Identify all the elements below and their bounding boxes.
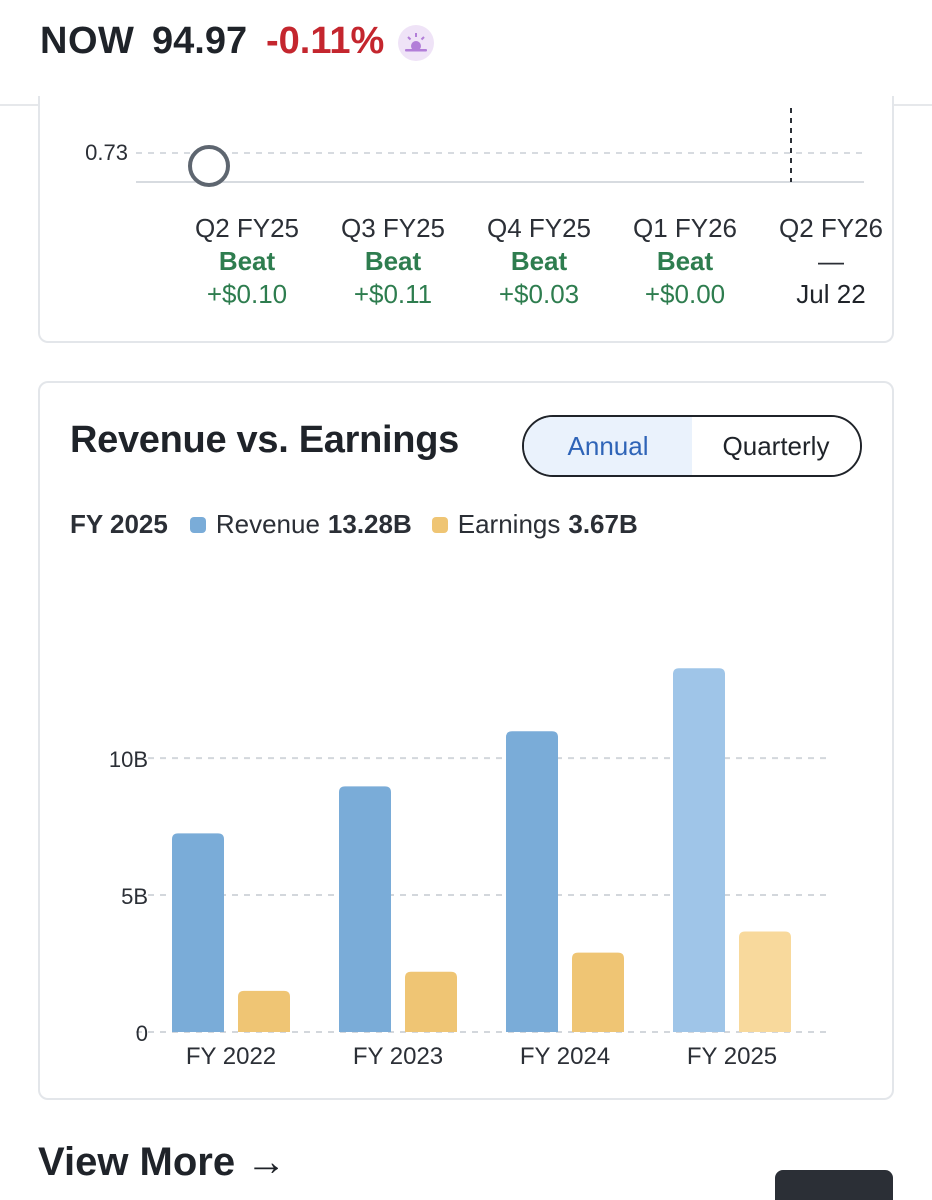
quarter-item: Q1 FY26 Beat +$0.00 <box>612 212 758 310</box>
x-tick-label: FY 2024 <box>520 1043 610 1070</box>
quarter-surprise: +$0.10 <box>206 279 288 309</box>
quarter-label: Q1 FY26 <box>632 213 738 243</box>
price-change: -0.11% <box>266 20 385 62</box>
revenue-swatch <box>189 516 206 533</box>
quarter-surprise: +$0.03 <box>498 279 580 309</box>
quarter-result: Beat <box>656 246 714 276</box>
quarter-result: Beat <box>364 246 422 276</box>
earnings-swatch <box>431 516 448 533</box>
revenue-bar[interactable] <box>673 668 725 1032</box>
quarter-label: Q2 FY26 <box>778 213 884 243</box>
earnings-surprise-card: 0.73 Q2 FY25 Beat +$0.10 Q3 FY25 Beat +$… <box>38 96 894 343</box>
quarter-result: Beat <box>218 246 276 276</box>
ticker-symbol: NOW <box>40 20 135 62</box>
quarter-item: Q2 FY26 — Jul 22 <box>758 212 904 310</box>
earnings-bar[interactable] <box>405 971 457 1032</box>
floating-button[interactable] <box>775 1170 893 1200</box>
quarter-result: — <box>818 246 844 276</box>
earnings-bar[interactable] <box>739 931 791 1032</box>
chart-legend: FY 2025 Revenue 13.28B Earnings 3.67B <box>70 509 658 540</box>
earnings-bar[interactable] <box>238 990 290 1032</box>
legend-earnings-label: Earnings <box>457 509 561 539</box>
legend-revenue-label: Revenue <box>215 509 320 539</box>
eps-chart: 0.73 <box>85 108 864 187</box>
earnings-bar[interactable] <box>572 952 624 1032</box>
quarter-label: Q2 FY25 <box>194 213 300 243</box>
x-tick-label: FY 2022 <box>186 1043 276 1070</box>
quarter-item: Q2 FY25 Beat +$0.10 <box>174 212 320 310</box>
quarter-report-date: Jul 22 <box>796 279 866 309</box>
legend-earnings-value: 3.67B <box>568 509 638 539</box>
y-tick-label: 0 <box>136 1021 148 1046</box>
quarter-surprise: +$0.11 <box>353 279 433 309</box>
y-tick-label: 5B <box>121 884 148 909</box>
quarterly-tab[interactable]: Quarterly <box>692 417 860 475</box>
annual-tab[interactable]: Annual <box>524 417 692 475</box>
quarter-surprise: +$0.00 <box>644 279 726 309</box>
legend-revenue-value: 13.28B <box>327 509 412 539</box>
quarter-label: Q4 FY25 <box>486 213 592 243</box>
section-title: Revenue vs. Earnings <box>70 419 459 461</box>
quarter-list: Q2 FY25 Beat +$0.10 Q3 FY25 Beat +$0.11 … <box>174 212 904 310</box>
revenue-earnings-chart: 0 5B 10B FY 2022 FY 2023 FY 2024 FY 2025 <box>109 668 826 1070</box>
revenue-bar[interactable] <box>506 731 558 1032</box>
revenue-earnings-card: Revenue vs. Earnings Annual Quarterly FY… <box>38 381 894 1100</box>
eps-y-label: 0.73 <box>85 140 128 165</box>
stock-header: NOW 94.97 -0.11% <box>0 0 932 106</box>
eps-point[interactable] <box>188 145 230 187</box>
y-tick-label: 10B <box>109 747 148 772</box>
revenue-bar[interactable] <box>172 833 224 1032</box>
sun-icon <box>398 25 434 61</box>
period-toggle: Annual Quarterly <box>522 415 862 477</box>
quarter-result: Beat <box>510 246 568 276</box>
view-more-link[interactable]: View More → <box>38 1140 287 1184</box>
x-tick-label: FY 2023 <box>353 1043 443 1070</box>
quarter-item: Q3 FY25 Beat +$0.11 <box>320 212 466 310</box>
quarter-item: Q4 FY25 Beat +$0.03 <box>466 212 612 310</box>
stock-price: 94.97 <box>152 20 248 62</box>
quarter-label: Q3 FY25 <box>340 213 446 243</box>
revenue-bar[interactable] <box>339 786 391 1032</box>
legend-year: FY 2025 <box>70 509 168 539</box>
x-tick-label: FY 2025 <box>687 1043 777 1070</box>
